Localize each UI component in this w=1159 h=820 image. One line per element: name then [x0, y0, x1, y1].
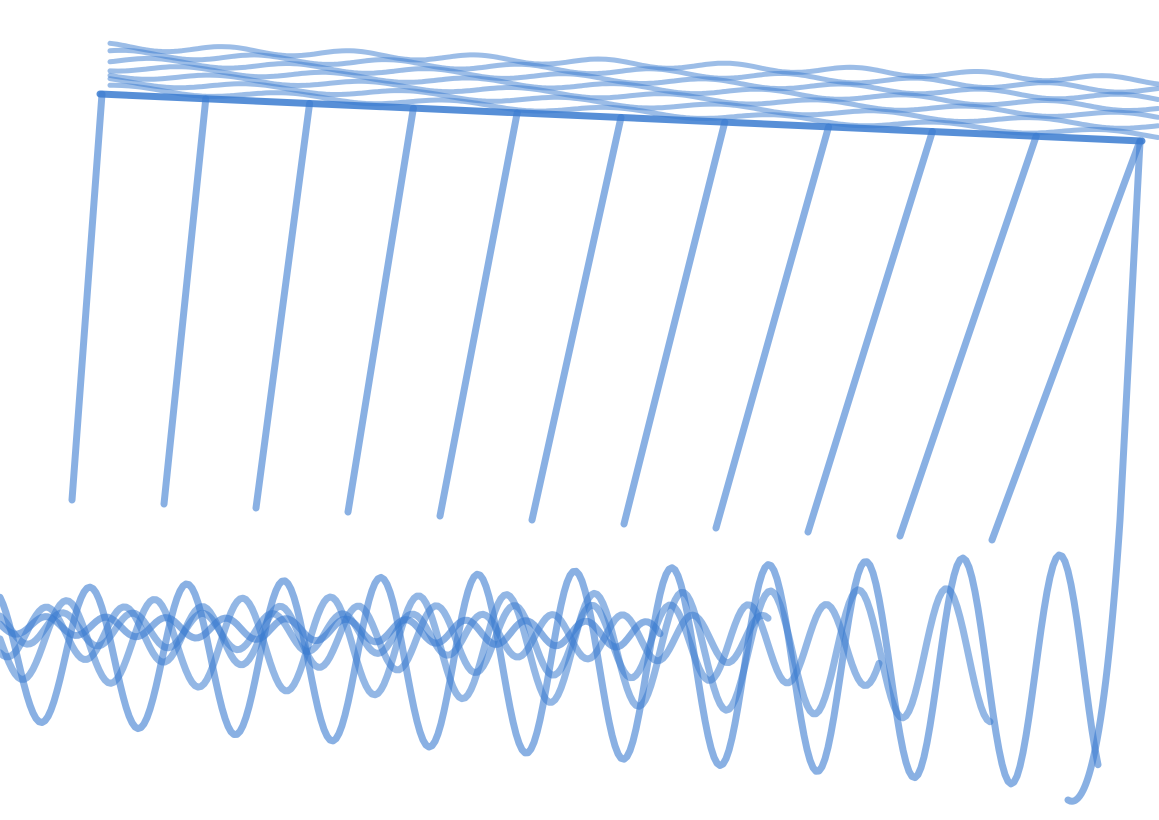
- vertical-strand: [624, 122, 725, 524]
- vertical-strand: [72, 94, 102, 500]
- vertical-strand: [348, 108, 413, 512]
- vertical-strand: [440, 113, 517, 516]
- vertical-strand: [716, 127, 829, 528]
- page-body: (() => { const svg = document.getElement…: [0, 0, 1159, 820]
- vertical-strand: [532, 117, 621, 520]
- page: {} html, body { margin: 0; padding: 0; b…: [0, 0, 1159, 820]
- vertical-strand: [164, 99, 206, 504]
- vertical-strand: [808, 131, 932, 532]
- wave-stack: [0, 94, 1142, 801]
- top-waves: [110, 43, 1158, 137]
- vertical-strand: [256, 103, 310, 508]
- wave-illustration: [0, 0, 1159, 820]
